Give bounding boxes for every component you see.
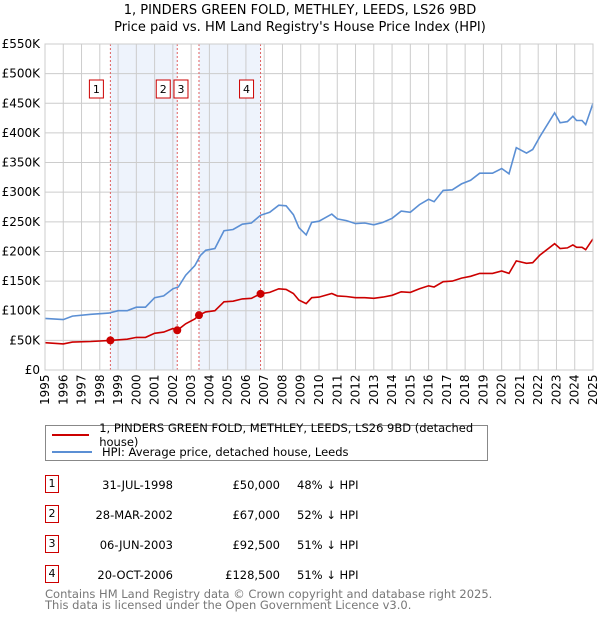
x-tick-label: 1998 bbox=[93, 374, 107, 405]
y-tick-label: £400K bbox=[2, 126, 42, 140]
sale-hpi-diff: 51% ↓ HPI bbox=[297, 568, 359, 582]
sale-row: 3 06-JUN-2003 £92,500 51% ↓ HPI bbox=[45, 535, 445, 557]
x-tick-label: 2024 bbox=[568, 374, 582, 405]
price-chart: 1995 1996 1997 1998 1999 2000 2001 2002 2003 2004… bbox=[2, 37, 600, 405]
x-tick-label: 2021 bbox=[513, 374, 527, 405]
sale-label-2: 2 bbox=[155, 79, 171, 99]
sale-hpi-diff: 52% ↓ HPI bbox=[297, 508, 359, 522]
sale-number-badge: 1 bbox=[45, 475, 59, 493]
y-tick-label: £150K bbox=[2, 274, 42, 288]
x-tick-label: 1997 bbox=[75, 374, 89, 405]
x-tick-label: 2015 bbox=[403, 374, 417, 405]
x-tick-label: 2010 bbox=[312, 374, 326, 405]
x-tick-label: 2000 bbox=[129, 374, 143, 405]
sale-number-badge: 3 bbox=[45, 535, 59, 553]
sale-label-number: 3 bbox=[177, 83, 184, 96]
y-tick-label: £100K bbox=[2, 304, 42, 318]
sale-row: 4 20-OCT-2006 £128,500 51% ↓ HPI bbox=[45, 565, 445, 587]
sale-point bbox=[106, 336, 115, 345]
footer: Contains HM Land Registry data © Crown c… bbox=[45, 587, 493, 612]
sale-date: 06-JUN-2003 bbox=[99, 538, 173, 552]
sale-price: £128,500 bbox=[225, 568, 280, 582]
y-tick-label: £200K bbox=[2, 244, 42, 258]
sale-label-number: 2 bbox=[160, 83, 167, 96]
x-tick-label: 2025 bbox=[586, 374, 600, 405]
chart-subtitle: Price paid vs. HM Land Registry's House … bbox=[114, 20, 486, 35]
x-tick-label: 2023 bbox=[549, 374, 563, 405]
sale-price: £67,000 bbox=[232, 508, 280, 522]
legend-label-hpi: HPI: Average price, detached house, Leed… bbox=[102, 445, 349, 459]
sale-label-box bbox=[155, 79, 171, 99]
legend: 1, PINDERS GREEN FOLD, METHLEY, LEEDS, L… bbox=[45, 421, 488, 461]
x-tick-label: 2018 bbox=[458, 374, 472, 405]
footer-licence: This data is licensed under the Open Gov… bbox=[45, 598, 412, 612]
plot-border bbox=[44, 43, 594, 371]
legend-label-property: 1, PINDERS GREEN FOLD, METHLEY, LEEDS, L… bbox=[99, 421, 474, 449]
sale-hpi-diff: 48% ↓ HPI bbox=[297, 478, 359, 492]
sale-label-4: 4 bbox=[239, 79, 255, 99]
x-tick-label: 2007 bbox=[257, 374, 271, 405]
sale-label-number: 4 bbox=[243, 83, 250, 96]
sale-date: 20-OCT-2006 bbox=[97, 568, 173, 582]
sale-point bbox=[173, 326, 182, 335]
x-tick-label: 2009 bbox=[294, 374, 308, 405]
x-tick-label: 1995 bbox=[38, 374, 52, 405]
sale-label-3: 3 bbox=[173, 79, 189, 99]
y-tick-label: £300K bbox=[2, 185, 42, 199]
y-tick-label: £250K bbox=[2, 215, 42, 229]
sale-date: 28-MAR-2002 bbox=[95, 508, 173, 522]
x-tick-label: 2016 bbox=[422, 374, 436, 405]
y-tick-label: £500K bbox=[2, 67, 42, 81]
legend-swatch-property bbox=[52, 434, 90, 436]
x-tick-label: 1996 bbox=[56, 374, 70, 405]
sale-label-box bbox=[173, 79, 189, 99]
sale-price: £50,000 bbox=[232, 478, 280, 492]
x-tick-label: 2001 bbox=[148, 374, 162, 405]
x-tick-label: 2005 bbox=[221, 374, 235, 405]
y-tick-label: £350K bbox=[2, 156, 42, 170]
sale-point bbox=[256, 289, 265, 298]
y-tick-label: £450K bbox=[2, 96, 42, 110]
x-tick-label: 2011 bbox=[330, 374, 344, 405]
footer-copyright: Contains HM Land Registry data © Crown c… bbox=[45, 587, 493, 601]
sale-number-badge: 2 bbox=[45, 505, 59, 523]
x-tick-label: 2004 bbox=[202, 374, 216, 405]
x-tick-label: 1999 bbox=[111, 374, 125, 405]
x-tick-label: 2012 bbox=[349, 374, 363, 405]
sale-label-1: 1 bbox=[88, 79, 104, 99]
x-tick-label: 2006 bbox=[239, 374, 253, 405]
x-tick-label: 2002 bbox=[166, 374, 180, 405]
legend-item-hpi: HPI: Average price, detached house, Leed… bbox=[52, 444, 349, 460]
sale-hpi-diff: 51% ↓ HPI bbox=[297, 538, 359, 552]
x-tick-label: 2022 bbox=[531, 374, 545, 405]
sale-row: 1 31-JUL-1998 £50,000 48% ↓ HPI bbox=[45, 475, 445, 497]
sale-label-number: 1 bbox=[93, 83, 100, 96]
legend-item-property: 1, PINDERS GREEN FOLD, METHLEY, LEEDS, L… bbox=[52, 421, 487, 449]
sale-label-box bbox=[239, 79, 255, 99]
sale-number-badge: 4 bbox=[45, 565, 59, 583]
x-tick-label: 2020 bbox=[495, 374, 509, 405]
y-tick-label: £0 bbox=[25, 363, 40, 377]
sale-date: 31-JUL-1998 bbox=[102, 478, 173, 492]
x-tick-label: 2008 bbox=[275, 374, 289, 405]
legend-swatch-hpi bbox=[52, 451, 92, 453]
sale-row: 2 28-MAR-2002 £67,000 52% ↓ HPI bbox=[45, 505, 445, 527]
sale-point bbox=[194, 311, 203, 320]
x-tick-label: 2019 bbox=[476, 374, 490, 405]
chart-title: 1, PINDERS GREEN FOLD, METHLEY, LEEDS, L… bbox=[123, 3, 477, 18]
hpi-line bbox=[44, 103, 594, 321]
sale-price: £92,500 bbox=[232, 538, 280, 552]
x-tick-label: 2013 bbox=[367, 374, 381, 405]
sale-label-box bbox=[88, 79, 104, 99]
y-tick-label: £50K bbox=[9, 333, 41, 347]
y-tick-label: £550K bbox=[2, 37, 42, 51]
x-tick-label: 2014 bbox=[385, 374, 399, 405]
x-tick-label: 2003 bbox=[184, 374, 198, 405]
x-tick-label: 2017 bbox=[440, 374, 454, 405]
